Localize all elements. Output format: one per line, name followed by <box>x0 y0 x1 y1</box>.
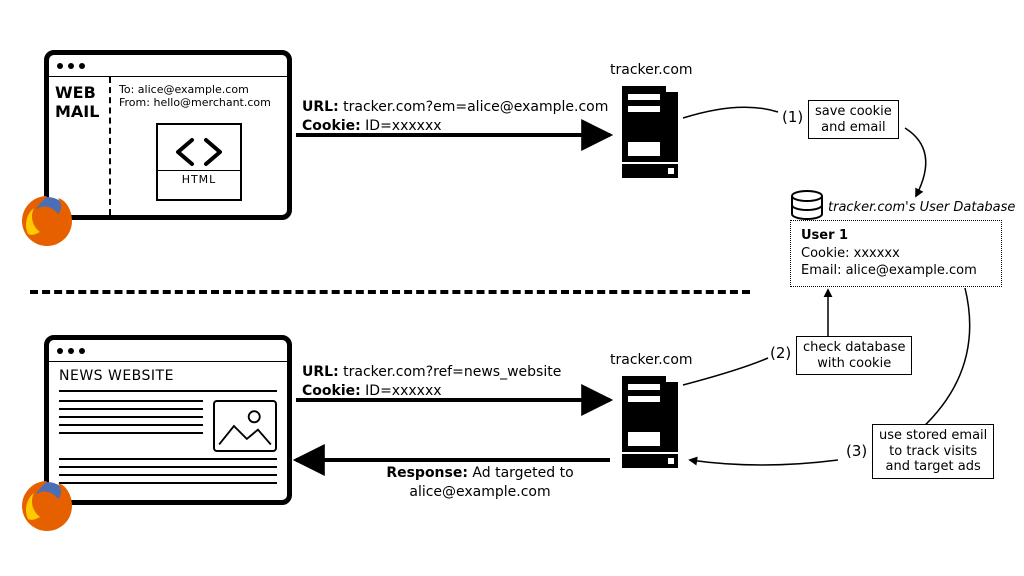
news-page-title: NEWS WEBSITE <box>59 368 277 384</box>
conn-step1-db <box>905 128 926 196</box>
mail-from-value: hello@merchant.com <box>153 96 270 109</box>
top-request-label: URL: tracker.com?em=alice@example.com Co… <box>302 98 608 136</box>
top-url-value: tracker.com?em=alice@example.com <box>343 99 608 115</box>
conn-server1-step1 <box>683 107 778 118</box>
code-icon <box>176 138 222 166</box>
news-divider <box>59 390 277 392</box>
step3-text2: to track visits <box>879 444 987 460</box>
server-icon <box>620 84 682 184</box>
bottom-response-label: Response: Ad targeted to alice@example.c… <box>360 464 600 502</box>
webmail-titlebar <box>49 55 287 77</box>
image-placeholder-icon <box>213 400 277 452</box>
database-icon <box>790 190 824 220</box>
webmail-heading-1: WEB <box>55 83 107 102</box>
window-dot-icon <box>68 63 74 69</box>
conn-server2-step2 <box>683 358 768 385</box>
mail-to-value: alice@example.com <box>138 83 249 96</box>
bottom-cookie-value: ID=xxxxxx <box>365 383 441 399</box>
bottom-request-label: URL: tracker.com?ref=news_website Cookie… <box>302 363 561 401</box>
webmail-main: To: alice@example.com From: hello@mercha… <box>111 77 287 215</box>
window-dot-icon <box>79 348 85 354</box>
step3-text1: use stored email <box>879 428 987 444</box>
news-text-lines <box>59 400 203 452</box>
section-divider <box>30 290 750 294</box>
html-embed-box: HTML <box>156 123 242 201</box>
conn-step3-server2 <box>690 460 838 465</box>
bottom-cookie-label: Cookie: <box>302 383 361 399</box>
mail-to-label: To: <box>119 83 134 96</box>
webmail-window: WEB MAIL To: alice@example.com From: hel… <box>44 50 292 220</box>
step2-number: (2) <box>770 344 791 362</box>
response-label: Response: <box>386 465 468 481</box>
server-icon <box>620 374 682 474</box>
db-cookie-label: Cookie: <box>801 246 850 261</box>
window-dot-icon <box>68 348 74 354</box>
news-text-lines-2 <box>59 458 277 484</box>
conn-db-step3 <box>920 288 970 430</box>
news-window: NEWS WEBSITE <box>44 335 292 505</box>
step1-number: (1) <box>782 108 803 126</box>
database-title: tracker.com's User Database <box>828 200 1015 215</box>
firefox-icon <box>18 192 76 250</box>
response-line2: alice@example.com <box>409 484 550 500</box>
window-dot-icon <box>57 348 63 354</box>
step1-text2: and email <box>815 120 892 136</box>
step3-box: use stored email to track visits and tar… <box>872 424 994 479</box>
step1-text1: save cookie <box>815 104 892 120</box>
db-user-heading: User 1 <box>801 227 991 245</box>
step3-number: (3) <box>846 442 867 460</box>
step3-text3: and target ads <box>879 459 987 475</box>
mail-from-label: From: <box>119 96 150 109</box>
response-line1: Ad targeted to <box>472 465 573 481</box>
step1-box: save cookie and email <box>808 100 899 139</box>
step2-box: check database with cookie <box>796 336 912 375</box>
db-email-value: alice@example.com <box>846 263 977 278</box>
bottom-url-label: URL: <box>302 364 339 380</box>
top-server-label: tracker.com <box>610 62 693 78</box>
step2-text1: check database <box>803 340 905 356</box>
window-dot-icon <box>57 63 63 69</box>
news-titlebar <box>49 340 287 362</box>
webmail-heading-2: MAIL <box>55 102 107 121</box>
bottom-url-value: tracker.com?ref=news_website <box>343 364 561 380</box>
bottom-server-label: tracker.com <box>610 352 693 368</box>
top-cookie-label: Cookie: <box>302 118 361 134</box>
database-record-box: User 1 Cookie: xxxxxx Email: alice@examp… <box>790 220 1002 287</box>
db-email-label: Email: <box>801 263 841 278</box>
firefox-icon <box>18 477 76 535</box>
window-dot-icon <box>79 63 85 69</box>
html-label: HTML <box>158 170 240 186</box>
top-cookie-value: ID=xxxxxx <box>365 118 441 134</box>
db-cookie-value: xxxxxx <box>854 246 900 261</box>
step2-text2: with cookie <box>803 356 905 372</box>
top-url-label: URL: <box>302 99 339 115</box>
